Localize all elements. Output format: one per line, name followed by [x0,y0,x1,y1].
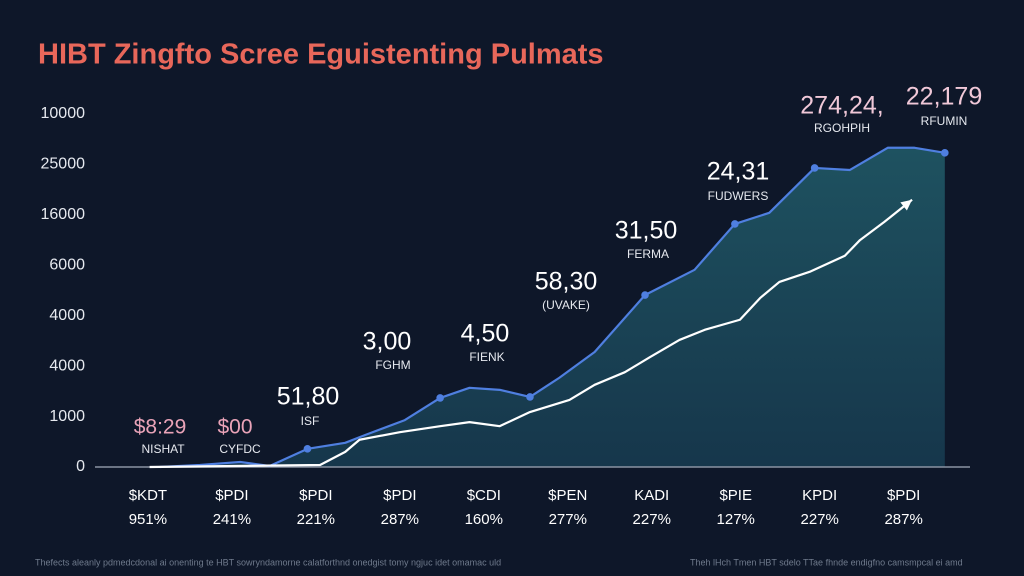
annotation-label: ISF [301,414,320,428]
annotation-label: NISHAT [141,442,185,456]
annotation-label: FERMA [627,247,669,261]
y-tick-label: 1000 [49,408,85,425]
x-tick-sublabel: 287% [884,511,922,528]
x-tick-label: $PEN [548,487,587,504]
annotation-value: 24,31 [707,158,770,186]
arrow-head [900,199,913,211]
y-tick-label: 6000 [49,257,85,274]
annotation-label: FIENK [469,350,504,364]
y-tick-label: 0 [76,458,85,475]
point-marker [436,394,444,402]
x-tick-label: $PDI [887,487,920,504]
point-marker [810,164,819,172]
x-tick-label: $KDT [129,487,167,504]
x-tick-sublabel: 127% [717,511,755,528]
annotation-label: RGOHPIH [814,121,870,135]
y-tick-label: 25000 [41,156,86,173]
x-tick-label: $PIE [719,487,752,504]
point-marker [941,149,949,157]
annotation-label: RFUMIN [921,114,968,128]
x-tick-label: $PDI [383,487,416,504]
x-tick-label: KADI [634,487,669,504]
x-tick-sublabel: 221% [297,511,335,528]
y-tick-label: 16000 [41,206,86,223]
annotation-label: FUDWERS [708,189,769,203]
y-tick-label: 4000 [49,357,85,374]
y-tick-label: 4000 [49,307,85,324]
annotation-value: 22,179 [906,83,982,111]
y-tick-label: 10000 [41,105,86,122]
x-tick-sublabel: 227% [801,511,839,528]
point-marker [526,393,534,401]
annotation-value: 51,80 [277,383,340,411]
x-tick-sublabel: 227% [633,511,671,528]
annotation-value: 274,24, [800,92,883,120]
annotation-value: 3,00 [363,328,412,356]
area [159,147,945,467]
annotation-value: $8:29 [134,416,187,439]
annotation-value: $00 [217,416,252,439]
annotation-value: 58,30 [535,268,598,296]
point-marker [641,291,649,299]
series-line [149,198,913,469]
annotation-label: FGHM [375,358,410,372]
annotation-label: CYFDC [219,442,261,456]
x-tick-label: $PDI [215,487,248,504]
chart-title: HIBT Zingfto Scree Eguistenting Pulmats [38,39,604,71]
x-tick-sublabel: 287% [381,511,419,528]
x-tick-sublabel: 277% [549,511,587,528]
annotation-value: 4,50 [461,320,510,348]
x-tick-sublabel: 951% [129,511,167,528]
point-marker [303,445,312,453]
footer-left: Thefects aleanly pdmedcdonal ai onenting… [35,557,501,567]
x-tick-sublabel: 160% [465,511,503,528]
point-marker [731,220,739,228]
annotation-value: 31,50 [615,217,678,245]
x-tick-sublabel: 241% [213,511,251,528]
annotation-label: (UVAKE) [542,298,590,312]
footer-right: Theh lHch Tmen HBT sdelo TTae fhnde endi… [690,557,963,567]
x-tick-label: KPDI [802,487,837,504]
x-tick-label: $PDI [299,487,332,504]
x-tick-label: $CDI [467,487,501,504]
